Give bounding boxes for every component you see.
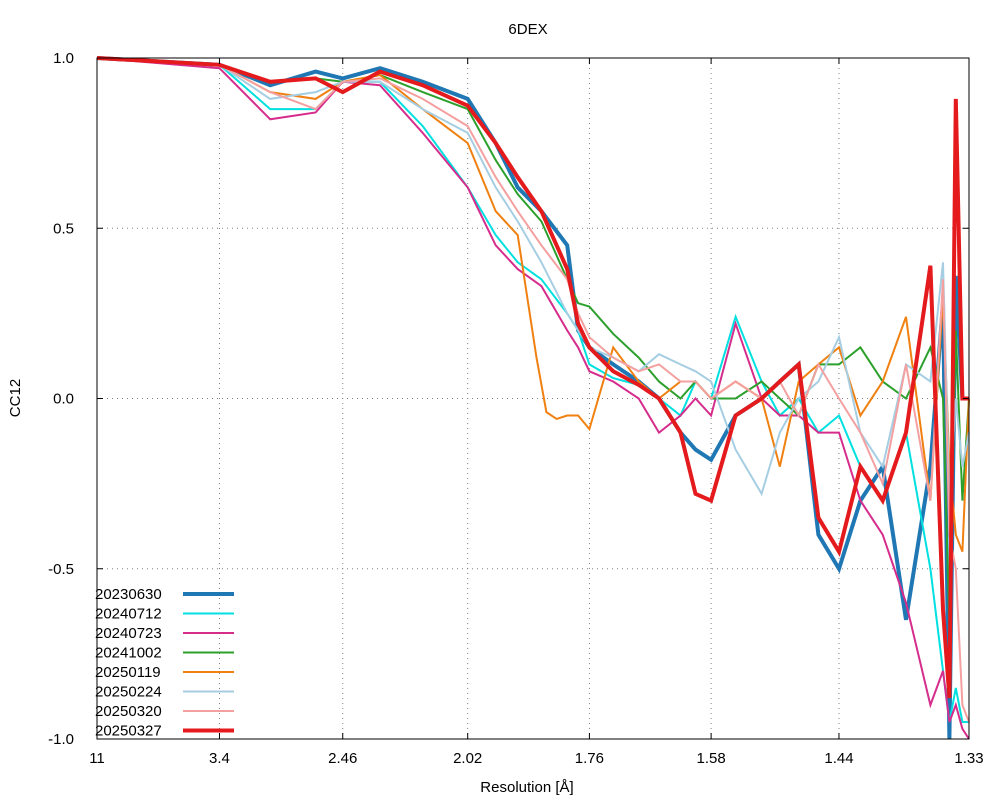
series-line-20250327	[96, 56, 969, 699]
legend-label-20250119: 20250119	[95, 664, 161, 681]
x-tick-label: 2.02	[453, 750, 482, 767]
y-axis-title: CC12	[7, 379, 24, 417]
legend-label-20250327: 20250327	[95, 723, 162, 740]
legend-label-20241002: 20241002	[95, 645, 162, 662]
axis-ticks: 11 3.4 2.46 2.02 1.76 1.58 1.44 1.33 -1.0 -0.5 0.0…	[48, 50, 983, 767]
x-tick-label: 1.58	[697, 750, 726, 767]
y-tick-label: -0.5	[48, 561, 74, 578]
legend-label-20240723: 20240723	[95, 625, 162, 642]
x-tick-label: 1.33	[954, 750, 983, 767]
x-tick-label: 3.4	[209, 750, 230, 767]
chart-title: 6DEX	[508, 21, 547, 38]
x-tick-label: 11	[89, 750, 105, 767]
y-tick-label: -1.0	[48, 731, 74, 748]
y-tick-label: 1.0	[53, 50, 74, 67]
x-axis-title: Resolution [Å]	[480, 779, 573, 796]
y-tick-label: 0.5	[53, 220, 74, 237]
series-line-20240723	[96, 57, 970, 740]
legend-label-20250224: 20250224	[95, 684, 162, 701]
legend-label-20230630: 20230630	[95, 586, 162, 603]
legend: 20230630 20240712 20240723 20241002 20250119…	[95, 586, 234, 740]
legend-label-20250320: 20250320	[95, 703, 162, 720]
legend-label-20240712: 20240712	[95, 606, 162, 623]
series-lines	[96, 56, 970, 740]
x-tick-label: 1.44	[824, 750, 853, 767]
x-tick-label: 1.76	[575, 750, 604, 767]
y-tick-label: 0.0	[53, 391, 74, 408]
x-tick-label: 2.46	[328, 750, 357, 767]
series-line-20250320	[96, 57, 970, 723]
